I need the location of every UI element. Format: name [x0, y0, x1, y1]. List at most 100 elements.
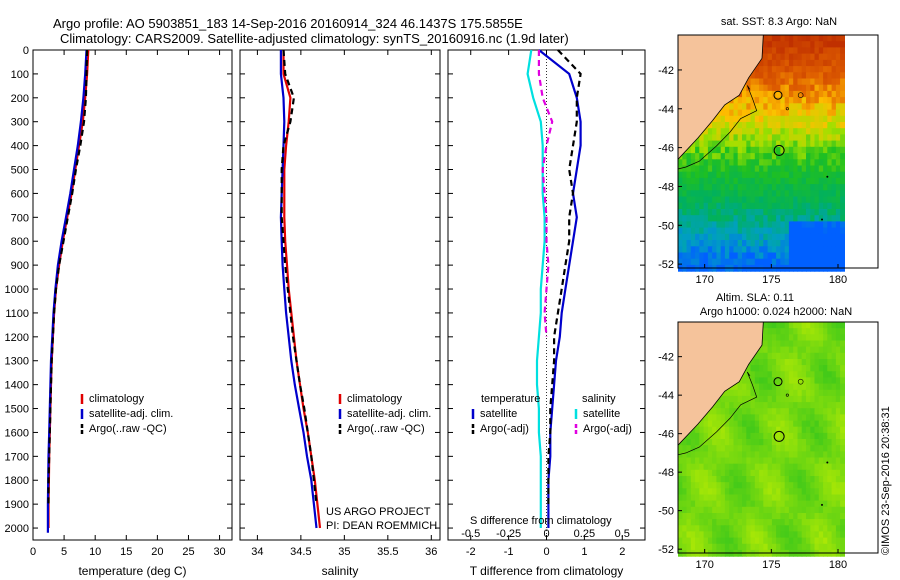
sst_map-pixel — [742, 252, 747, 260]
differences-x-tick-label: -1 — [504, 546, 514, 558]
sst_map-pixel — [823, 153, 828, 160]
sst_map-pixel — [686, 196, 692, 204]
sla_map-pixel — [759, 395, 764, 403]
sla_map-pixel — [724, 476, 730, 483]
sst_map-pixel — [797, 47, 803, 55]
sst_map-pixel — [763, 72, 769, 80]
sla_map-pixel — [840, 488, 845, 496]
sla_map-pixel — [742, 482, 747, 489]
sla_map-pixel — [742, 513, 747, 520]
sla_map-pixel — [831, 322, 837, 329]
sst_map-pixel — [733, 97, 739, 104]
sla_map-pixel — [831, 328, 837, 335]
sla_map-pixel — [746, 426, 752, 434]
sla_map-pixel — [750, 395, 756, 403]
sla_map-pixel — [776, 488, 781, 496]
sst_map-pixel — [780, 233, 786, 241]
sla_map-pixel — [806, 346, 811, 354]
sst_map-pixel — [763, 153, 769, 160]
sla_map-pixel — [827, 402, 833, 409]
sla_map-pixel — [724, 531, 730, 539]
depth-tick-label: 300 — [11, 117, 29, 129]
sla_map-pixel — [823, 537, 828, 545]
sst_map-pixel — [707, 165, 713, 173]
sla_map-pixel — [724, 500, 730, 508]
sst_map-pixel — [690, 171, 696, 179]
sst_map-pixel — [690, 252, 696, 260]
sla_map-pixel — [754, 352, 760, 360]
sla_map-pixel — [707, 451, 713, 459]
sst_map-pixel — [784, 66, 790, 73]
sst_map-pixel — [742, 233, 747, 241]
sla_map-pixel — [831, 352, 837, 360]
sla_map-pixel — [767, 519, 773, 526]
sst_map-pixel — [810, 246, 816, 254]
sla_map-pixel — [788, 346, 794, 354]
sla_map-pixel — [746, 506, 752, 514]
sla_map-pixel — [840, 476, 845, 483]
sla_map-pixel — [797, 414, 803, 422]
sla_map-pixel — [716, 513, 722, 520]
sla_map-pixel — [737, 414, 743, 422]
sla_map-pixel — [797, 513, 803, 520]
sla_map-pixel — [724, 519, 730, 526]
sst_map-pixel — [750, 202, 756, 210]
sst_map-pixel — [763, 202, 769, 210]
sla_map-pixel — [788, 383, 794, 391]
depth-tick-label: 1000 — [5, 284, 29, 296]
sla_map-pixel — [793, 420, 799, 428]
sla_map-pixel — [823, 359, 828, 366]
sst_map-pixel — [729, 128, 735, 135]
sst_map-pixel — [737, 134, 743, 142]
sla_map-pixel — [823, 488, 828, 496]
sst_map-pixel — [690, 177, 696, 185]
sla_map-pixel — [810, 365, 816, 372]
sla_map-pixel — [780, 365, 786, 372]
sst_map-pixel — [831, 97, 837, 104]
sla_map-pixel — [767, 408, 773, 415]
sla_map-pixel — [840, 377, 845, 385]
sla_map-pixel — [831, 408, 837, 415]
sst_map-pixel — [746, 184, 752, 191]
sla_map-pixel — [682, 537, 688, 545]
sla_map-pixel — [724, 395, 730, 403]
sla_map-pixel — [793, 439, 799, 446]
sst_map-pixel — [776, 115, 781, 123]
sla_map-pixel — [703, 469, 709, 477]
sla_map-pixel — [737, 531, 743, 539]
sst_map-pixel — [716, 184, 722, 191]
sla_map-pixel — [776, 414, 781, 422]
sst_map-pixel — [806, 140, 811, 148]
sst_map-pixel — [793, 190, 799, 198]
sst_map-pixel — [771, 190, 777, 198]
sla_map-pixel — [835, 543, 841, 551]
sst_map-pixel — [695, 153, 700, 160]
sst_map-pixel — [754, 196, 760, 204]
sla_map-pixel — [784, 525, 790, 533]
sla_map-pixel — [716, 426, 722, 434]
sst_map-pixel — [720, 240, 726, 247]
sla_map-pixel — [729, 395, 735, 403]
sst_map-pixel — [729, 109, 735, 117]
sla_map-pixel — [793, 500, 799, 508]
sla_map-pixel — [827, 322, 833, 329]
sla_map-pixel — [729, 513, 735, 520]
sst_map-pixel — [784, 221, 790, 229]
sla_map-pixel — [695, 476, 700, 483]
sla_map-pixel — [707, 432, 713, 440]
sla_map-pixel — [835, 488, 841, 496]
sst_map-pixel — [746, 97, 752, 104]
sla_map-pixel — [742, 432, 747, 440]
sla_map-pixel — [835, 395, 841, 403]
sla_map-pixel — [810, 500, 816, 508]
sst_map-contour — [677, 85, 758, 170]
sla_map-pixel — [776, 513, 781, 520]
sst_map-pixel — [784, 209, 790, 216]
sla_map-pixel — [690, 457, 696, 465]
sla_map-pixel — [767, 439, 773, 446]
sla_map-pixel — [823, 322, 828, 329]
sst_map-pixel — [703, 171, 709, 179]
sla_map-pixel — [737, 488, 743, 496]
sla_map-pixel — [818, 408, 824, 415]
sst_map-pixel — [686, 240, 692, 247]
